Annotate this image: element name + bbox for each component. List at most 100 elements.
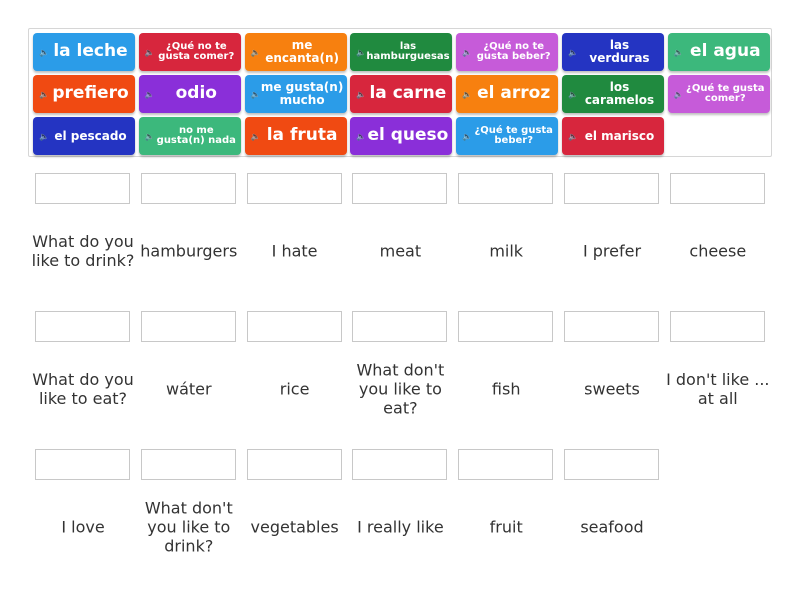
drop-zone[interactable]	[35, 311, 130, 342]
word-tile[interactable]: 🔈 ¿Qué te gusta comer?	[667, 75, 770, 113]
tile-label: la leche	[53, 41, 128, 62]
drop-zone[interactable]	[352, 449, 448, 480]
tile-label: el queso	[367, 125, 449, 146]
word-tile[interactable]: 🔈 el queso	[350, 117, 453, 155]
tile-label: ¿Qué te gusta beber?	[474, 124, 553, 146]
tile-label: la carne	[369, 83, 447, 104]
drop-zone[interactable]	[458, 449, 554, 480]
target-label: What do you like to eat?	[32, 370, 134, 408]
speaker-icon[interactable]: 🔈	[39, 47, 49, 57]
tile-label: las hamburguesas	[366, 40, 450, 62]
target-label: sweets	[584, 379, 640, 399]
word-tile[interactable]: 🔈 el marisco	[562, 117, 664, 155]
tile-label: el marisco	[584, 128, 655, 143]
tile-label: el arroz	[477, 83, 551, 104]
speaker-icon[interactable]: 🔈	[356, 131, 367, 141]
speaker-icon[interactable]: 🔈	[356, 89, 367, 99]
drop-zone[interactable]	[352, 311, 448, 342]
speaker-icon[interactable]: 🔈	[462, 131, 473, 141]
target-label: What don't you like to drink?	[144, 498, 233, 556]
drop-zone[interactable]	[35, 449, 130, 480]
word-tile[interactable]: 🔈 la leche	[33, 33, 135, 71]
drop-zone[interactable]	[458, 311, 554, 342]
drop-zone[interactable]	[564, 311, 659, 342]
drop-zone[interactable]	[458, 173, 554, 204]
word-tile[interactable]: 🔈 los caramelos	[562, 75, 664, 113]
tile-label: ¿Qué te gusta comer?	[686, 82, 765, 104]
target-label: I really like	[357, 517, 444, 537]
target-label: milk	[489, 241, 524, 261]
tile-label: los caramelos	[584, 80, 655, 107]
drop-zone[interactable]	[246, 311, 342, 342]
speaker-icon[interactable]: 🔈	[462, 89, 473, 99]
speaker-icon[interactable]: 🔈	[144, 131, 155, 141]
word-tile[interactable]: 🔈 el agua	[667, 33, 770, 71]
word-tray: 🔈 la leche 🔈 ¿Qué no te gusta comer? 🔈 me enc…	[28, 28, 772, 157]
tile-label: prefiero	[52, 83, 129, 104]
tile-label: las verduras	[589, 38, 650, 65]
word-tile[interactable]: 🔈 ¿Qué no te gusta comer?	[138, 33, 241, 71]
speaker-icon[interactable]: 🔈	[250, 131, 261, 141]
word-tile[interactable]: 🔈 me encanta(n)	[244, 33, 347, 71]
target-label: What don't you like to eat?	[356, 360, 445, 418]
speaker-icon[interactable]: 🔈	[568, 47, 578, 57]
word-tile[interactable]: 🔈 las verduras	[562, 33, 664, 71]
drop-zone[interactable]	[564, 173, 659, 204]
target-label: seafood	[580, 517, 644, 537]
target-label: vegetables	[250, 517, 339, 537]
tile-label: la fruta	[266, 125, 338, 146]
word-tile[interactable]: 🔈 las hamburguesas	[350, 33, 453, 71]
word-tile[interactable]: 🔈 el arroz	[456, 75, 559, 113]
drop-zone[interactable]	[352, 173, 448, 204]
target-label: I love	[61, 517, 105, 537]
word-tile[interactable]: 🔈 prefiero	[33, 75, 135, 113]
target-label: fruit	[489, 517, 523, 537]
target-label: wáter	[166, 379, 212, 399]
tile-label: el agua	[690, 41, 761, 62]
word-tile[interactable]: 🔈 la carne	[350, 75, 453, 113]
drop-zone[interactable]	[140, 449, 236, 480]
word-tile[interactable]: 🔈 el pescado	[33, 117, 135, 155]
drop-zone[interactable]	[140, 311, 236, 342]
drop-zone[interactable]	[669, 311, 765, 342]
word-tile[interactable]: 🔈 odio	[138, 75, 241, 113]
word-tile[interactable]: 🔈 me gusta(n) mucho	[244, 75, 347, 113]
target-label: I hate	[271, 241, 318, 261]
tile-label: no me gusta(n) nada	[156, 124, 236, 146]
tile-label: ¿Qué no te gusta comer?	[158, 40, 235, 62]
target-label: rice	[279, 379, 310, 399]
target-label: What do you like to drink?	[31, 232, 135, 270]
target-label: I don't like ... at all	[666, 370, 770, 408]
drop-zone[interactable]	[246, 173, 342, 204]
target-label: fish	[491, 379, 521, 399]
tile-label: ¿Qué no te gusta beber?	[476, 40, 551, 62]
drop-zone[interactable]	[35, 173, 130, 204]
drop-zone[interactable]	[246, 449, 342, 480]
speaker-icon[interactable]: 🔈	[144, 47, 155, 57]
speaker-icon[interactable]: 🔈	[39, 89, 49, 99]
speaker-icon[interactable]: 🔈	[39, 131, 49, 141]
tile-label: me encanta(n)	[265, 38, 339, 65]
word-tile[interactable]: 🔈 ¿Qué te gusta beber?	[456, 117, 559, 155]
speaker-icon[interactable]: 🔈	[568, 131, 578, 141]
target-label: cheese	[689, 241, 747, 261]
target-label: I prefer	[582, 241, 642, 261]
word-tile[interactable]: 🔈 la fruta	[244, 117, 347, 155]
speaker-icon[interactable]: 🔈	[250, 47, 261, 57]
speaker-icon[interactable]: 🔈	[250, 89, 261, 99]
tile-label: me gusta(n) mucho	[260, 80, 344, 107]
target-label: meat	[379, 241, 422, 261]
speaker-icon[interactable]: 🔈	[568, 89, 578, 99]
speaker-icon[interactable]: 🔈	[356, 47, 367, 57]
drop-zone[interactable]	[564, 449, 659, 480]
word-tile[interactable]: 🔈 no me gusta(n) nada	[138, 117, 241, 155]
speaker-icon[interactable]: 🔈	[144, 89, 155, 99]
speaker-icon[interactable]: 🔈	[462, 47, 473, 57]
word-tile[interactable]: 🔈 ¿Qué no te gusta beber?	[456, 33, 559, 71]
drop-zone[interactable]	[669, 173, 765, 204]
tile-label: odio	[175, 83, 217, 104]
speaker-icon[interactable]: 🔈	[673, 47, 684, 57]
drop-zone[interactable]	[140, 173, 236, 204]
target-label: hamburgers	[140, 241, 238, 261]
speaker-icon[interactable]: 🔈	[673, 89, 684, 99]
